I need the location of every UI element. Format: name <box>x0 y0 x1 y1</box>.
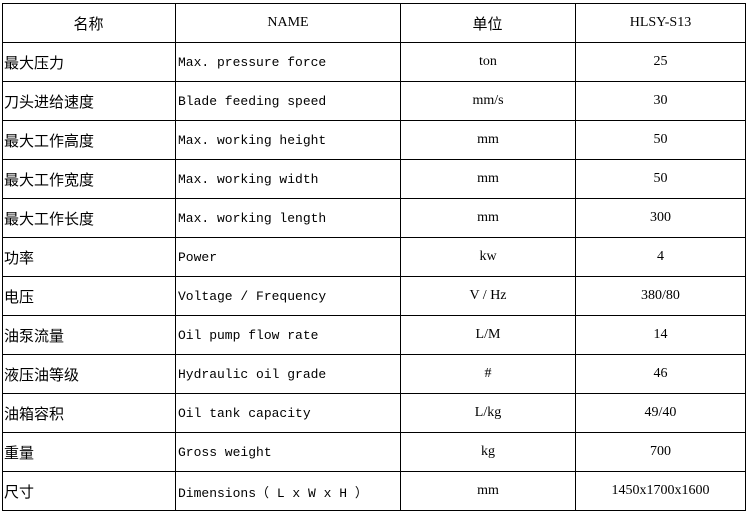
param-name-en: Dimensions（ L x W x H ） <box>175 471 401 511</box>
param-value: 300 <box>575 198 746 238</box>
param-value: 49/40 <box>575 393 746 433</box>
param-name-en: Max. working width <box>175 159 401 199</box>
param-name-cn: 最大工作高度 <box>2 120 176 160</box>
param-name-cn: 最大压力 <box>2 42 176 82</box>
param-value: 46 <box>575 354 746 394</box>
param-value: 14 <box>575 315 746 355</box>
param-name-cn: 电压 <box>2 276 176 316</box>
spec-table: 名称 NAME 单位 HLSY-S13 最大压力 Max. pressure fo… <box>2 3 746 511</box>
param-name-en: Voltage / Frequency <box>175 276 401 316</box>
param-unit: mm <box>400 198 576 238</box>
param-unit: mm <box>400 471 576 511</box>
header-unit: 单位 <box>400 3 576 43</box>
table-row: 液压油等级 Hydraulic oil grade #46 <box>2 354 746 394</box>
param-name-en: Oil tank capacity <box>175 393 401 433</box>
table-row: 重量 Gross weight kg 700 <box>2 432 746 472</box>
table-row: 最大工作高度 Max. working height mm 50 <box>2 120 746 160</box>
param-name-cn: 尺寸 <box>2 471 176 511</box>
table-row: 最大工作长度 Max. working length mm 300 <box>2 198 746 238</box>
param-unit: kg <box>400 432 576 472</box>
param-name-en: Oil pump flow rate <box>175 315 401 355</box>
param-name-en: Power <box>175 237 401 277</box>
header-name-en: NAME <box>175 3 401 43</box>
param-name-en: Gross weight <box>175 432 401 472</box>
param-name-en: Max. working length <box>175 198 401 238</box>
header-model: HLSY-S13 <box>575 3 746 43</box>
param-value: 50 <box>575 159 746 199</box>
param-name-cn: 液压油等级 <box>2 354 176 394</box>
param-value: 25 <box>575 42 746 82</box>
param-unit: L/M <box>400 315 576 355</box>
param-unit: V / Hz <box>400 276 576 316</box>
param-name-cn: 重量 <box>2 432 176 472</box>
param-value: 1450x1700x1600 <box>575 471 746 511</box>
param-name-cn: 最大工作宽度 <box>2 159 176 199</box>
table-row: 油泵流量 Oil pump flow rate L/M 14 <box>2 315 746 355</box>
table-row: 油箱容积 Oil tank capacity L/kg 49/40 <box>2 393 746 433</box>
param-value: 380/80 <box>575 276 746 316</box>
param-name-en: Blade feeding speed <box>175 81 401 121</box>
param-unit: # <box>400 354 576 394</box>
param-unit: L/kg <box>400 393 576 433</box>
table-row: 电压 Voltage / Frequency V / Hz 380/80 <box>2 276 746 316</box>
param-value: 700 <box>575 432 746 472</box>
param-name-en: Max. pressure force <box>175 42 401 82</box>
param-value: 50 <box>575 120 746 160</box>
header-name-cn: 名称 <box>2 3 176 43</box>
param-value: 4 <box>575 237 746 277</box>
param-name-en: Max. working height <box>175 120 401 160</box>
table-row: 最大工作宽度 Max. working width mm 50 <box>2 159 746 199</box>
param-unit: mm <box>400 159 576 199</box>
param-name-en: Hydraulic oil grade <box>175 354 401 394</box>
table-row: 尺寸 Dimensions（ L x W x H ） mm 1450x1700x160… <box>2 471 746 511</box>
table-header-row: 名称 NAME 单位 HLSY-S13 <box>2 3 746 43</box>
param-value: 30 <box>575 81 746 121</box>
param-unit: kw <box>400 237 576 277</box>
param-unit: mm <box>400 120 576 160</box>
param-name-cn: 油泵流量 <box>2 315 176 355</box>
param-unit: ton <box>400 42 576 82</box>
param-name-cn: 刀头进给速度 <box>2 81 176 121</box>
param-unit: mm/s <box>400 81 576 121</box>
param-name-cn: 最大工作长度 <box>2 198 176 238</box>
param-name-cn: 油箱容积 <box>2 393 176 433</box>
table-row: 功率 Power kw 4 <box>2 237 746 277</box>
param-name-cn: 功率 <box>2 237 176 277</box>
table-row: 最大压力 Max. pressure force ton 25 <box>2 42 746 82</box>
table-row: 刀头进给速度 Blade feeding speed mm/s 30 <box>2 81 746 121</box>
